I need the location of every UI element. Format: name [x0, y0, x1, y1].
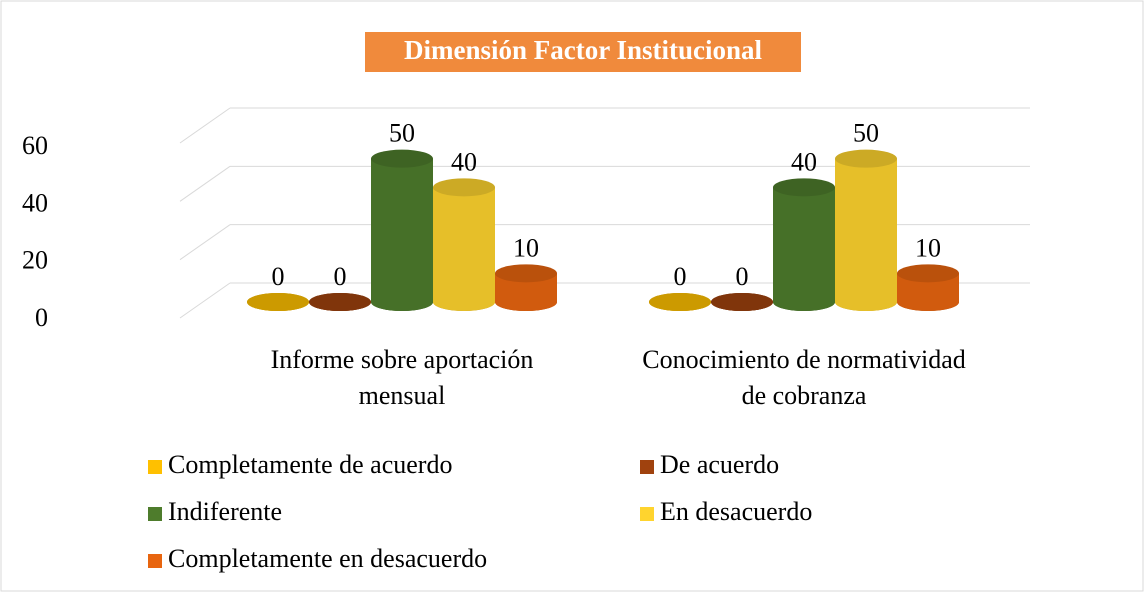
chart-title: Dimensión Factor Institucional	[404, 35, 763, 65]
value-label: 0	[736, 262, 749, 291]
bar	[433, 178, 495, 311]
bar	[773, 178, 835, 311]
bar	[247, 293, 309, 311]
grid-line	[179, 224, 231, 261]
bar	[649, 293, 711, 311]
bar-top	[309, 293, 371, 311]
bar	[897, 264, 959, 311]
value-label: 40	[791, 147, 817, 176]
bar-top	[371, 149, 433, 168]
legend-swatch	[640, 507, 654, 521]
bar-body	[897, 273, 959, 311]
bar-top	[247, 293, 309, 311]
bar-body	[371, 158, 433, 311]
bar-body	[433, 187, 495, 311]
legend-label: En desacuerdo	[660, 497, 812, 526]
bar-top	[495, 264, 557, 283]
value-label: 10	[915, 233, 941, 262]
grid-line	[179, 165, 231, 202]
bar	[835, 149, 897, 311]
legend-swatch	[640, 460, 654, 474]
bar	[495, 264, 557, 311]
value-label: 50	[389, 119, 415, 148]
bar-body	[495, 273, 557, 311]
bar-top	[773, 178, 835, 197]
y-tick-label: 20	[22, 246, 48, 275]
bar-top	[433, 178, 495, 197]
value-label: 40	[451, 147, 477, 176]
x-tick-label: Informe sobre aportación mensual	[270, 345, 534, 410]
y-tick-label: 40	[22, 188, 48, 217]
bar-top	[835, 149, 897, 168]
legend-swatch	[148, 460, 162, 474]
value-label: 0	[272, 262, 285, 291]
x-tick-label: Conocimiento de normatividad de cobranza	[642, 345, 966, 410]
bar	[711, 293, 773, 311]
bar-body	[773, 187, 835, 311]
legend-swatch	[148, 554, 162, 568]
legend-label: Completamente de acuerdo	[168, 450, 452, 479]
value-label: 0	[334, 262, 347, 291]
value-label: 50	[853, 119, 879, 148]
grid-line	[179, 282, 231, 319]
title-box	[365, 32, 801, 72]
bar	[371, 149, 433, 311]
bar-body	[835, 158, 897, 311]
value-label: 0	[674, 262, 687, 291]
grid-line	[179, 107, 231, 144]
legend-label: Indiferente	[168, 497, 282, 526]
y-tick-label: 0	[35, 303, 48, 332]
value-label: 10	[513, 233, 539, 262]
bar-top	[897, 264, 959, 283]
bar-top	[711, 293, 773, 311]
legend-swatch	[148, 507, 162, 521]
bar-top	[649, 293, 711, 311]
legend-label: De acuerdo	[660, 450, 779, 479]
legend-label: Completamente en desacuerdo	[168, 544, 487, 573]
bar	[309, 293, 371, 311]
y-tick-label: 60	[22, 131, 48, 160]
